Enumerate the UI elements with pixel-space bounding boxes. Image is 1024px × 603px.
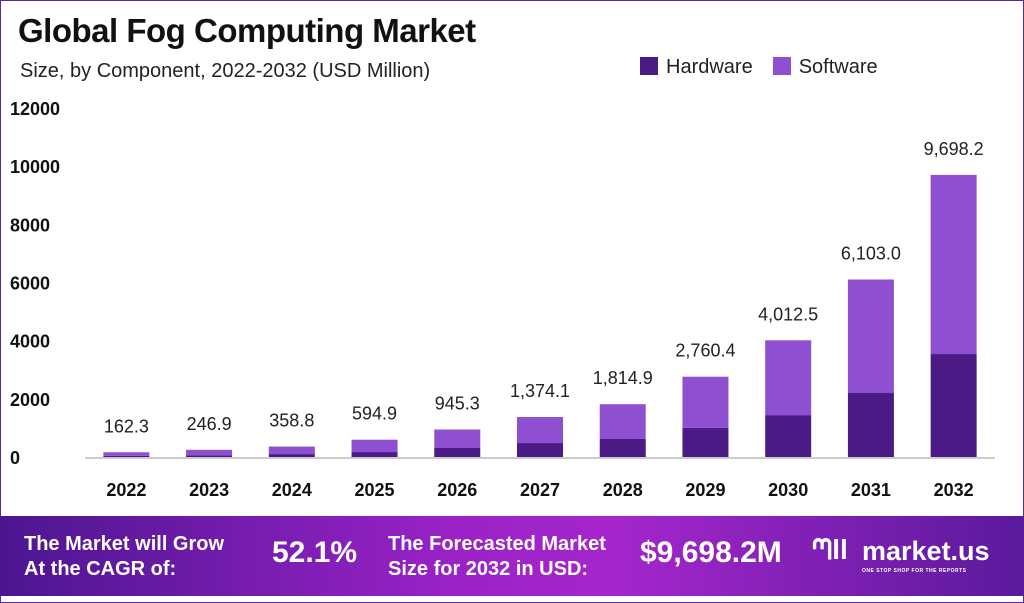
chart-title: Global Fog Computing Market — [18, 12, 476, 49]
footer-banner: The Market will Grow At the CAGR of: 52.1… — [0, 516, 1024, 596]
cagr-label-line2: At the CAGR of: — [24, 558, 177, 580]
bar-hardware-2026 — [434, 447, 481, 457]
legend-label: Hardware — [666, 56, 753, 78]
bar-hardware-2025 — [351, 452, 398, 457]
x-tick-label: 2024 — [272, 480, 312, 500]
bar-hardware-2023 — [186, 455, 233, 457]
legend-swatch-hardware — [640, 57, 658, 75]
bar-hardware-2032 — [930, 354, 977, 457]
bar-hardware-2022 — [103, 455, 150, 457]
bar-software-2030 — [765, 340, 812, 416]
bar-software-2027 — [517, 417, 563, 444]
x-tick-label: 2029 — [685, 480, 725, 500]
x-tick-label: 2026 — [437, 480, 477, 500]
data-label: 6,103.0 — [841, 244, 901, 264]
forecast-label-line1: The Forecasted Market — [388, 533, 606, 555]
chart-subtitle: Size, by Component, 2022-2032 (USD Milli… — [20, 60, 431, 82]
brand-name: market.us — [862, 536, 990, 566]
x-tick-label: 2030 — [768, 480, 808, 500]
legend-software: Software — [772, 56, 878, 79]
bar-software-2025 — [351, 439, 398, 453]
market-us-logo-icon: ᘉll — [812, 534, 848, 565]
y-tick-label: 6000 — [10, 274, 50, 294]
y-tick-label: 10000 — [10, 157, 60, 177]
data-label: 9,698.2 — [924, 139, 984, 159]
bar-hardware-2028 — [599, 438, 646, 457]
data-label: 4,012.5 — [758, 304, 818, 324]
x-tick-label: 2025 — [355, 480, 395, 500]
y-tick-label: 2000 — [10, 390, 50, 410]
legend-swatch-software — [772, 57, 791, 75]
cagr-label: The Market will Grow At the CAGR of: — [24, 532, 224, 582]
cagr-value: 52.1% — [272, 536, 358, 569]
bar-hardware-2031 — [847, 393, 894, 457]
forecast-value: $9,698.2M — [640, 536, 782, 569]
bar-hardware-2030 — [765, 415, 812, 457]
data-label: 162.3 — [104, 416, 149, 436]
brand-tagline: ONE STOP SHOP FOR THE REPORTS — [862, 568, 967, 574]
x-tick-label: 2027 — [520, 480, 560, 500]
bar-software-2032 — [930, 174, 977, 355]
x-tick-label: 2028 — [603, 480, 643, 500]
x-tick-label: 2022 — [106, 480, 146, 500]
bar-software-2031 — [847, 279, 894, 394]
bar-software-2023 — [186, 449, 233, 456]
forecast-label: The Forecasted Market Size for 2032 in US… — [388, 532, 606, 582]
data-label: 945.3 — [435, 394, 480, 414]
data-label: 246.9 — [187, 414, 232, 434]
y-tick-label: 0 — [10, 448, 20, 468]
cagr-label-line1: The Market will Grow — [24, 533, 225, 555]
y-tick-label: 4000 — [10, 332, 50, 352]
bar-hardware-2024 — [268, 454, 315, 457]
legend-label: Software — [798, 56, 878, 78]
y-tick-label: 12000 — [10, 99, 60, 119]
bar-software-2028 — [599, 404, 646, 439]
data-label: 2,760.4 — [675, 341, 735, 361]
x-tick-label: 2023 — [189, 480, 229, 500]
bar-chart: 0 2000 4000 6000 8000 10000 12000 162.3 2022 246.… — [10, 99, 995, 500]
data-label: 1,814.9 — [593, 368, 653, 388]
bar-hardware-2029 — [682, 427, 729, 457]
legend: Hardware Software — [640, 56, 878, 79]
data-label: 358.8 — [269, 411, 314, 431]
legend-hardware: Hardware — [640, 56, 753, 79]
forecast-label-line2: Size for 2032 in USD: — [388, 558, 589, 580]
y-tick-label: 8000 — [10, 215, 50, 235]
x-tick-label: 2031 — [851, 480, 891, 500]
x-tick-label: 2032 — [934, 480, 974, 500]
data-label: 594.9 — [352, 404, 397, 424]
bar-hardware-2027 — [517, 443, 563, 457]
bar-software-2024 — [268, 446, 315, 455]
bar-software-2022 — [103, 452, 150, 456]
bar-software-2029 — [682, 376, 729, 428]
bar-software-2026 — [434, 429, 481, 448]
data-label: 1,374.1 — [510, 381, 570, 401]
